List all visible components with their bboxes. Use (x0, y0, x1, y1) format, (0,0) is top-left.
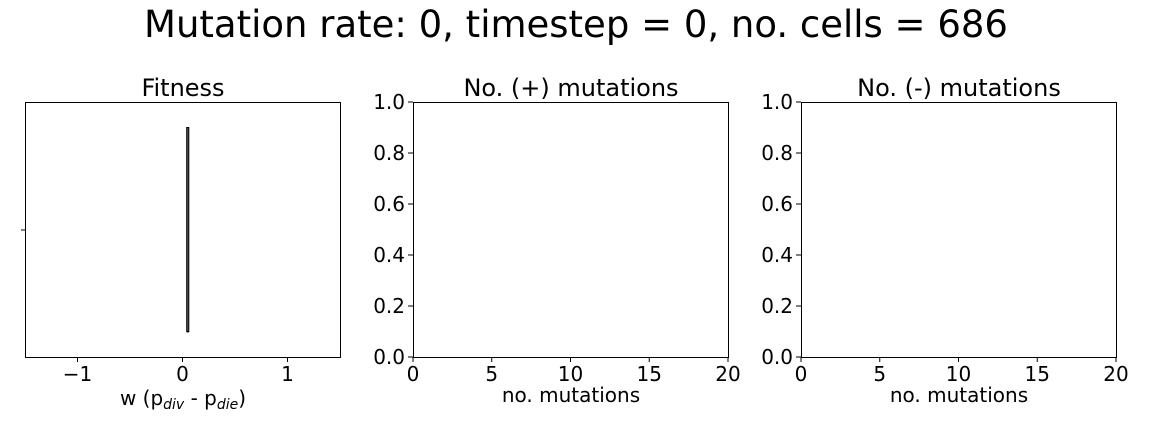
plus-mutations-x-axis-label: no. mutations (502, 383, 640, 407)
xlabel-sub-die: die (217, 397, 238, 413)
y-tick-label: 0.6 (373, 192, 405, 216)
fitness-axes-frame (25, 102, 341, 358)
minus-mutations-panel-title: No. (-) mutations (857, 74, 1061, 102)
fitness-panel: Fitness −1 0 1 w (pdiv - pdie) (21, 74, 341, 413)
x-tick-label: 5 (873, 362, 886, 386)
plus-mutations-y-ticks: 0.0 0.2 0.4 0.6 0.8 1.0 (373, 90, 413, 369)
plus-mutations-axes-frame (413, 102, 729, 358)
plus-mutations-panel-title: No. (+) mutations (463, 74, 678, 102)
x-tick-label: 10 (946, 362, 971, 386)
minus-mutations-x-ticks: 0 5 10 15 20 (795, 357, 1129, 386)
y-tick-label: 0.2 (761, 294, 793, 318)
x-tick-label: 0 (795, 362, 808, 386)
fitness-x-axis-label: w (pdiv - pdie) (120, 386, 246, 413)
x-tick-label: 15 (1025, 362, 1050, 386)
xlabel-part-minus: - p (184, 386, 217, 410)
y-tick-label: 0.8 (373, 141, 405, 165)
y-tick-label: 0.6 (761, 192, 793, 216)
xlabel-part-w: w (p (120, 386, 163, 410)
xlabel-sub-div: div (163, 397, 185, 413)
y-tick-label: 1.0 (761, 90, 793, 114)
minus-mutations-axes-frame (801, 102, 1117, 358)
x-tick-label: 0 (407, 362, 420, 386)
plus-mutations-panel: No. (+) mutations 0 5 10 15 20 0.00.20.40.60… (373, 74, 741, 407)
y-tick-label: 1.0 (373, 90, 405, 114)
x-tick-label: 10 (558, 362, 583, 386)
x-tick-label: −1 (63, 362, 92, 386)
x-tick-label: 20 (1103, 362, 1128, 386)
fitness-marks (186, 127, 190, 333)
minus-mutations-y-ticks: 0.0 0.2 0.4 0.6 0.8 1.0 (761, 90, 801, 369)
minus-mutations-x-axis-label: no. mutations (890, 383, 1028, 407)
x-tick-label: 0 (176, 362, 189, 386)
y-tick-label: 0.8 (761, 141, 793, 165)
xlabel-part-close: ) (238, 386, 246, 410)
minus-mutations-panel: No. (-) mutations 0 5 10 15 20 0.00.20.40.60… (761, 74, 1129, 407)
y-tick-label: 0.4 (373, 243, 405, 267)
x-tick-label: 1 (281, 362, 294, 386)
figure-suptitle: Mutation rate: 0, timestep = 0, no. cell… (144, 3, 1008, 46)
y-tick-label: 0.2 (373, 294, 405, 318)
y-tick-label: 0.0 (761, 345, 793, 369)
x-tick-label: 20 (715, 362, 740, 386)
fitness-violin-body (186, 127, 190, 332)
fitness-x-ticks: −1 0 1 (63, 357, 294, 386)
x-tick-label: 15 (637, 362, 662, 386)
x-tick-label: 5 (485, 362, 498, 386)
y-tick-label: 0.0 (373, 345, 405, 369)
plus-mutations-x-ticks: 0 5 10 15 20 (407, 357, 741, 386)
y-tick-label: 0.4 (761, 243, 793, 267)
fitness-panel-title: Fitness (141, 74, 224, 102)
